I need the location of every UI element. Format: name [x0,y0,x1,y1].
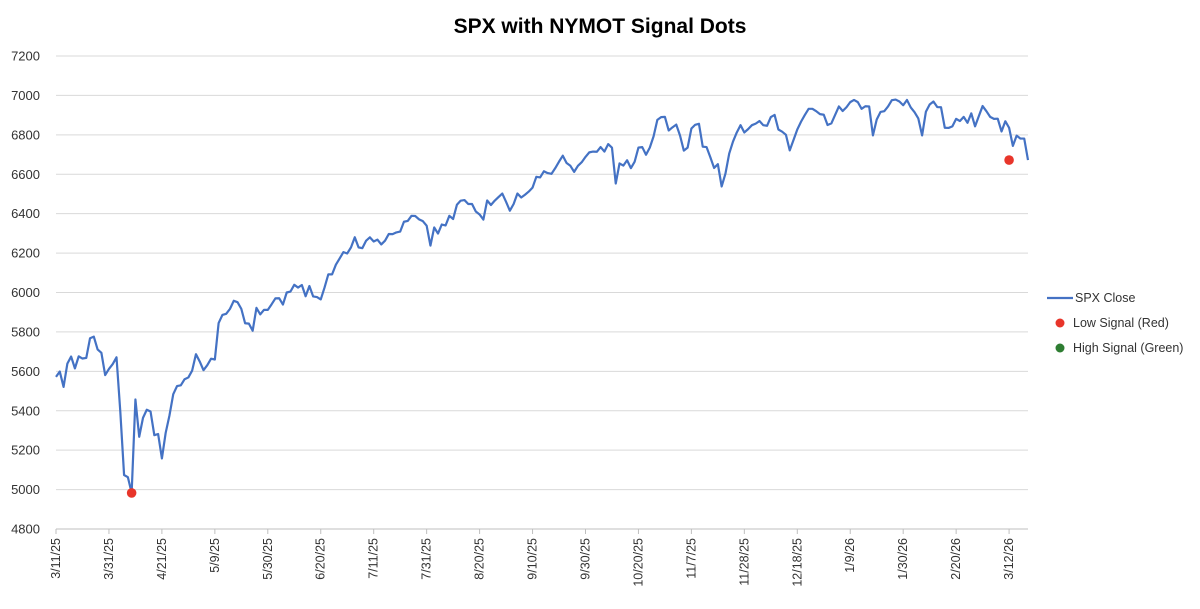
y-tick-label-5600: 5600 [11,364,40,379]
y-tick-label-6200: 6200 [11,246,40,261]
legend-item-high-signal: High Signal (Green) [1055,341,1183,355]
y-tick-label-5400: 5400 [11,403,40,418]
x-tick-label: 5/9/25 [208,538,222,573]
x-axis [55,528,1028,534]
x-tick-label: 7/11/25 [367,538,381,579]
legend-red-dot-swatch [1055,318,1065,328]
x-tick-label: 4/21/25 [155,538,169,580]
y-axis-tick-labels: 4800 5000 5200 5400 5600 5800 6000 6200 6400 6600… [11,49,40,537]
legend-green-dot-swatch [1055,343,1065,353]
x-tick-label: 3/11/25 [49,538,63,579]
y-tick-label-4800: 4800 [11,522,40,537]
chart-title: SPX with NYMOT Signal Dots [454,15,747,38]
legend-label-spx-close: SPX Close [1075,291,1135,305]
y-tick-label-6400: 6400 [11,206,40,221]
legend-item-low-signal: Low Signal (Red) [1055,316,1169,330]
legend-label-high-signal: High Signal (Green) [1073,341,1183,355]
x-tick-label: 1/9/26 [843,538,857,573]
series-line-spx-close [55,98,1030,495]
low-signal-dot [126,488,137,498]
y-tick-label-7000: 7000 [11,88,40,103]
x-tick-label: 2/20/26 [949,538,963,580]
y-tick-label-5000: 5000 [11,482,40,497]
x-tick-label: 9/10/25 [526,538,540,580]
x-axis-tick-labels: 3/11/25 3/31/25 4/21/25 5/9/25 5/30/25 6/20/2… [49,538,1016,587]
legend-label-low-signal: Low Signal (Red) [1073,316,1169,330]
x-tick-label: 3/12/26 [1002,538,1016,580]
low-signal-dot [1004,155,1014,165]
legend-item-spx-close: SPX Close [1047,291,1135,305]
y-tick-label-6800: 6800 [11,127,40,142]
x-tick-label: 7/31/25 [420,538,434,580]
x-tick-label: 11/7/25 [684,538,698,579]
x-tick-label: 8/20/25 [473,538,487,580]
x-tick-label: 10/20/25 [631,538,645,587]
x-tick-label: 1/30/26 [896,538,910,580]
y-tick-label-6600: 6600 [11,167,40,182]
x-tick-label: 9/30/25 [578,538,592,580]
y-tick-label-5800: 5800 [11,324,40,339]
grid [56,55,1028,491]
signal-dots [126,155,1014,498]
x-tick-label: 11/28/25 [737,538,751,586]
x-tick-label: 6/20/25 [314,538,328,580]
x-tick-label: 3/31/25 [102,538,116,580]
y-tick-label-5200: 5200 [11,443,40,458]
y-tick-label-7200: 7200 [11,49,40,64]
legend: SPX Close Low Signal (Red) High Signal (… [1047,291,1183,355]
x-tick-label: 12/18/25 [790,538,804,587]
y-tick-label-6000: 6000 [11,285,40,300]
x-tick-label: 5/30/25 [261,538,275,580]
